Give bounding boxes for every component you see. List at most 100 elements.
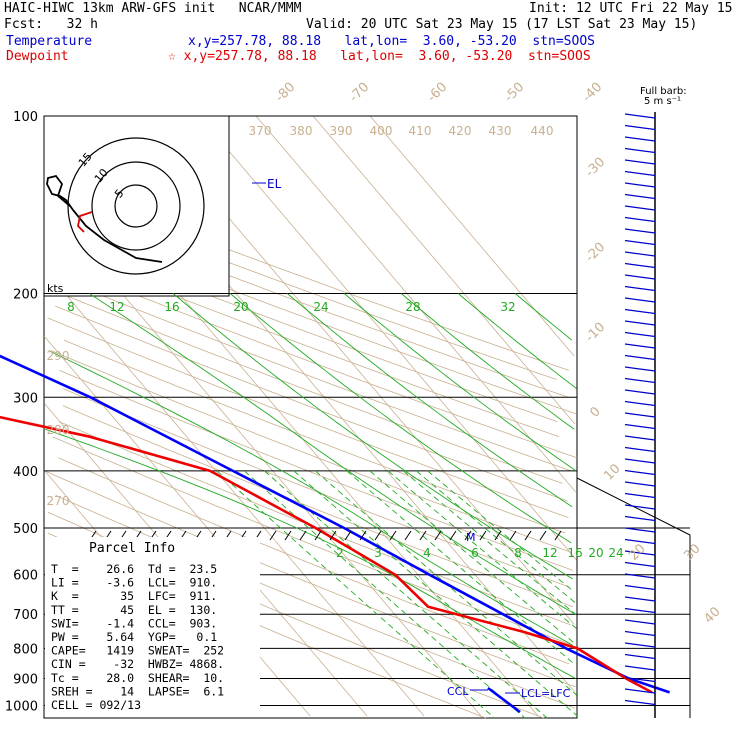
- wind-barb: [624, 446, 656, 453]
- wind-barb: [624, 458, 656, 464]
- wind-barb: [624, 423, 656, 430]
- dry-adiabat-line: [47, 317, 569, 518]
- wind-barb: [624, 320, 656, 326]
- mixing-ratio-lower-label-6: 6: [471, 546, 479, 560]
- theta-label-440: 440: [531, 124, 554, 138]
- wind-barb: [624, 665, 656, 671]
- mixing-ratio-line: [416, 470, 576, 604]
- theta-label-280: 280: [47, 423, 70, 437]
- wind-barb: [624, 285, 656, 292]
- hatch-mark: [269, 530, 277, 541]
- ccl-label: CCL: [447, 685, 469, 698]
- wind-barb: [624, 205, 656, 211]
- wind-barb: [624, 297, 656, 303]
- pressure-label-400: 400: [13, 465, 38, 480]
- isotherm-label-10: 10: [601, 461, 623, 483]
- mixing-ratio-line: [264, 470, 548, 719]
- hatch-mark: [464, 530, 472, 541]
- moist-adiabat-line: [514, 293, 573, 341]
- mixing-ratio-line: [403, 470, 576, 615]
- wind-barb: [624, 113, 656, 119]
- wind-barb: [624, 607, 656, 614]
- dry-adiabat-line: [62, 388, 570, 588]
- mixing-ratio-line: [244, 470, 526, 719]
- wind-barb: [624, 377, 656, 384]
- el-label: EL: [267, 177, 282, 191]
- wind-barb: [624, 699, 656, 706]
- kts-label: kts: [47, 282, 64, 295]
- temperature-profile-line: [0, 354, 671, 694]
- isotherm-line: [46, 271, 425, 717]
- wind-barb: [624, 239, 656, 246]
- moist-adiabat-line: [45, 428, 576, 679]
- wind-barb: [624, 504, 656, 510]
- hatch-mark: [479, 530, 487, 541]
- hodograph-ring: [67, 137, 205, 275]
- hodograph-ring: [114, 184, 158, 228]
- parcel-info-title: Parcel Info: [89, 541, 175, 556]
- hatch-mark: [389, 530, 397, 541]
- wind-barb: [624, 331, 656, 338]
- mixing-ratio-upper-label-undefined: 32: [500, 300, 515, 314]
- wind-barb: [624, 573, 656, 579]
- theta-label-390: 390: [330, 124, 353, 138]
- dry-adiabat-line: [44, 470, 576, 688]
- hatch-mark: [434, 530, 442, 541]
- header-init: Init: 12 UTC Fri 22 May 15: [529, 1, 733, 16]
- pressure-label-700: 700: [13, 608, 38, 623]
- header-fcst: Fcst: 32 h: [4, 17, 98, 32]
- mixing-ratio-line: [427, 470, 574, 592]
- hatch-mark: [404, 530, 412, 541]
- mixing-ratio-line: [387, 470, 577, 629]
- mixing-ratio-lower-label-20: 20: [588, 546, 603, 560]
- hodograph-storm-motion: [77, 211, 93, 233]
- hatch-mark: [419, 530, 427, 541]
- hatch-mark: [314, 530, 322, 541]
- isotherm-label--70: -70: [347, 80, 373, 106]
- dry-adiabat-line: [63, 339, 566, 534]
- mixing-ratio-line: [346, 470, 575, 665]
- theta-label-410: 410: [409, 124, 432, 138]
- isotherm-line: [369, 115, 575, 357]
- hatch-mark: [539, 530, 547, 541]
- hatch-mark: [509, 530, 517, 541]
- theta-label-380: 380: [290, 124, 313, 138]
- isotherm-line: [198, 115, 577, 561]
- pressure-label-500: 500: [13, 522, 38, 537]
- wind-barb: [624, 630, 656, 637]
- dry-adiabat-line: [59, 421, 571, 626]
- wind-barb: [624, 170, 656, 177]
- isotherm-label--20: -20: [583, 240, 609, 266]
- pressure-label-200: 200: [13, 287, 38, 302]
- wind-barb: [624, 308, 656, 315]
- wind-barb: [624, 147, 656, 154]
- temperature-legend-info: x,y=257.78, 88.18 lat,lon= 3.60, -53.20 …: [188, 34, 595, 49]
- isotherm-line: [255, 115, 577, 493]
- wind-barb: [624, 182, 656, 188]
- parcel-info-row-2: K = 35 LFC= 911.: [51, 589, 217, 603]
- hodograph-ring: [91, 161, 181, 251]
- mixing-ratio-lower-label-2: 2: [336, 546, 344, 560]
- dry-adiabat-line: [59, 369, 574, 571]
- mixing-ratio-line: [216, 470, 495, 719]
- wind-barb: [624, 642, 656, 648]
- pressure-label-300: 300: [13, 391, 38, 406]
- dry-adiabat-line: [52, 436, 573, 646]
- wind-barb: [624, 251, 656, 257]
- parcel-info-row-4: SWI= -1.4 CCL= 903.: [51, 616, 217, 630]
- wind-barb: [624, 584, 656, 591]
- moist-adiabat-line: [48, 350, 573, 646]
- wind-barb: [624, 688, 656, 694]
- wind-barb: [624, 435, 656, 441]
- mixing-ratio-lower-label-8: 8: [514, 546, 522, 560]
- moist-adiabat-line: [229, 293, 572, 544]
- header-valid: Valid: 20 UTC Sat 23 May 15 (17 LST Sat …: [306, 17, 698, 32]
- moist-adiabat-line: [400, 293, 575, 430]
- theta-label-400: 400: [370, 124, 393, 138]
- wind-barb: [624, 124, 656, 131]
- parcel-info-row-8: Tc = 28.0 SHEAR= 10.: [51, 671, 224, 685]
- mixing-ratio-upper-label-undefined: 20: [233, 300, 248, 314]
- wind-barb: [624, 550, 656, 556]
- pressure-label-900: 900: [13, 673, 38, 688]
- moist-adiabat-line: [172, 293, 574, 580]
